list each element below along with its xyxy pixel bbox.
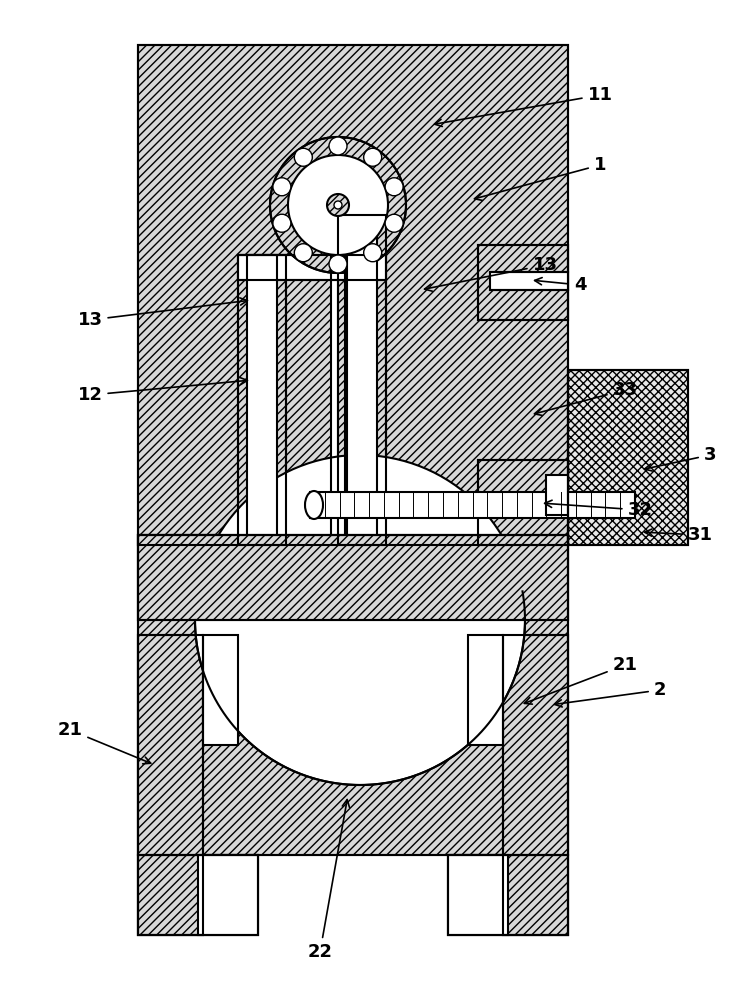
Bar [198,855,258,935]
Bar [568,370,688,545]
Text: 12: 12 [77,377,248,404]
Text: 4: 4 [535,276,586,294]
Circle shape [273,214,291,232]
Circle shape [273,178,291,196]
Circle shape [195,455,525,785]
Circle shape [385,214,403,232]
Bar [546,475,568,515]
Bar [138,45,568,545]
Text: 2: 2 [554,681,666,707]
Text: 1: 1 [475,156,606,200]
Circle shape [329,255,347,273]
Bar [347,215,377,545]
Bar [238,255,286,545]
Bar [138,635,203,935]
Bar [331,216,345,545]
Bar [503,635,568,935]
Circle shape [364,244,382,262]
Bar [138,535,568,620]
Bar [568,370,688,545]
Text: 13: 13 [425,256,557,291]
Bar [448,855,508,935]
Bar [468,635,503,745]
Circle shape [385,178,403,196]
Bar [238,255,286,545]
Bar [490,272,568,290]
Circle shape [327,194,349,216]
Bar [138,535,568,855]
Text: 21: 21 [57,721,151,764]
Bar [310,492,635,518]
Bar [448,855,568,935]
Bar [138,535,568,620]
Bar [448,855,568,935]
Circle shape [334,201,342,209]
Bar [138,855,258,935]
Ellipse shape [305,491,323,519]
Circle shape [288,155,388,255]
Text: 22: 22 [307,800,350,961]
Bar [247,255,277,545]
Bar [203,635,238,745]
Bar [478,245,568,320]
Circle shape [364,148,382,166]
Bar [338,215,386,545]
Text: 31: 31 [644,526,713,544]
Circle shape [329,137,347,155]
Bar [478,460,568,545]
Bar [138,855,258,935]
Bar [478,460,568,545]
Text: 11: 11 [434,86,612,126]
Text: 21: 21 [525,656,638,704]
Bar [478,245,568,320]
Bar [338,215,386,545]
Bar [138,45,568,545]
Text: 32: 32 [545,500,652,519]
Text: 13: 13 [77,298,248,329]
Text: 3: 3 [644,446,716,471]
Circle shape [270,137,406,273]
Bar [138,635,203,935]
Bar [238,255,386,280]
Bar [503,635,568,935]
Circle shape [295,244,312,262]
Circle shape [295,148,312,166]
Text: 33: 33 [534,381,638,415]
Bar [138,535,568,855]
